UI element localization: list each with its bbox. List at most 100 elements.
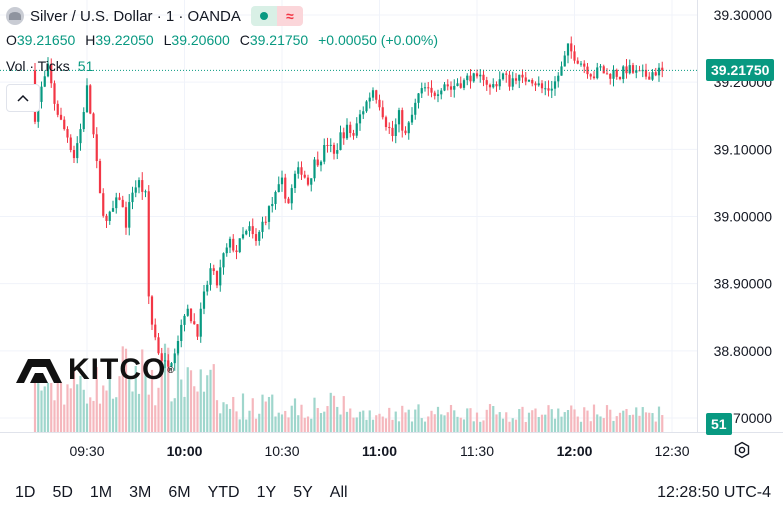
candle-body bbox=[537, 83, 540, 86]
candle-body bbox=[63, 119, 66, 130]
collapse-legend-button[interactable] bbox=[6, 84, 40, 112]
candle-body bbox=[508, 74, 511, 87]
volume-bar bbox=[427, 416, 430, 432]
timeframe-6m[interactable]: 6M bbox=[168, 484, 191, 501]
x-tick-label: 10:00 bbox=[167, 443, 203, 459]
y-tick-label: 39.30000 bbox=[714, 7, 773, 23]
candle-body bbox=[573, 51, 576, 61]
candle-body bbox=[440, 90, 443, 95]
volume-bar bbox=[92, 400, 95, 432]
kitco-logo: KITCO® bbox=[14, 352, 175, 388]
status-pill[interactable]: ≈ bbox=[250, 6, 303, 26]
candle-body bbox=[248, 226, 251, 231]
candle-body bbox=[336, 150, 339, 154]
volume-bar bbox=[212, 364, 215, 432]
candle-body bbox=[85, 85, 89, 113]
volume-bar bbox=[495, 414, 498, 432]
volume-bar bbox=[570, 405, 573, 432]
candle-body bbox=[586, 66, 589, 75]
candle-body bbox=[329, 144, 332, 146]
y-tick-label: 38.80000 bbox=[714, 343, 773, 359]
candle-body bbox=[401, 110, 404, 131]
volume-bar bbox=[485, 409, 488, 432]
candle-body bbox=[495, 84, 498, 87]
volume-bar bbox=[222, 402, 225, 432]
volume-bar bbox=[505, 412, 508, 432]
volume-bar bbox=[625, 408, 628, 432]
candle-body bbox=[397, 110, 401, 125]
timeframe-1m[interactable]: 1M bbox=[89, 484, 113, 501]
candle-body bbox=[368, 97, 371, 102]
timeframe-all[interactable]: All bbox=[329, 484, 348, 501]
candle-body bbox=[427, 87, 430, 89]
candle-body bbox=[332, 144, 336, 154]
candle-body bbox=[534, 83, 537, 86]
symbol-title[interactable]: Silver / U.S. Dollar · 1 · OANDA bbox=[30, 7, 241, 25]
volume-bar bbox=[316, 408, 319, 432]
timeframe-5y[interactable]: 5Y bbox=[293, 484, 313, 501]
wave-icon: ≈ bbox=[276, 6, 303, 26]
candle-body bbox=[544, 88, 547, 90]
timeframe-1y[interactable]: 1Y bbox=[256, 484, 277, 501]
candle-body bbox=[609, 73, 612, 79]
candle-body bbox=[277, 184, 280, 193]
gear-icon[interactable] bbox=[733, 441, 751, 459]
timeframe-1d[interactable]: 1D bbox=[15, 484, 36, 501]
volume-bar bbox=[43, 386, 46, 432]
volume-bar bbox=[453, 410, 456, 432]
volume-bar bbox=[375, 415, 378, 432]
volume-bar bbox=[63, 404, 66, 432]
volume-bar bbox=[492, 405, 495, 432]
candle-body bbox=[456, 83, 459, 86]
candle-body bbox=[449, 86, 453, 90]
volume-bar bbox=[576, 416, 579, 432]
candle-body bbox=[472, 73, 475, 82]
candle-body bbox=[251, 226, 254, 235]
candle-body bbox=[436, 94, 440, 96]
volume-bar bbox=[248, 410, 251, 432]
ohlc-low: L39.20600 bbox=[163, 32, 230, 48]
volume-bar bbox=[404, 412, 407, 432]
candle-body bbox=[362, 111, 365, 115]
volume-bar bbox=[433, 414, 436, 432]
volume-bar bbox=[105, 390, 108, 432]
candle-body bbox=[628, 65, 631, 74]
candle-body bbox=[375, 90, 378, 100]
candle-body bbox=[53, 83, 56, 104]
timeframe-5d[interactable]: 5D bbox=[52, 484, 73, 501]
collapse-chevron-icon bbox=[17, 94, 29, 102]
volume-bar bbox=[163, 343, 167, 432]
volume-bar bbox=[241, 393, 245, 432]
candle-body bbox=[488, 84, 492, 88]
candle-body bbox=[183, 315, 186, 325]
candle-body bbox=[501, 73, 505, 80]
candle-body bbox=[592, 76, 596, 79]
clock-readout[interactable]: 12:28:50 UTC-4 bbox=[657, 484, 771, 501]
candle-body bbox=[443, 84, 446, 91]
volume-bar bbox=[641, 407, 644, 432]
candle-body bbox=[37, 101, 40, 122]
volume-bar bbox=[469, 408, 472, 432]
timeframe-ytd[interactable]: YTD bbox=[207, 484, 240, 501]
timeframe-3m[interactable]: 3M bbox=[129, 484, 152, 501]
x-tick-label: 11:30 bbox=[460, 443, 494, 459]
volume-legend[interactable]: Vol · Ticks 51 bbox=[6, 58, 93, 74]
volume-bar bbox=[609, 409, 612, 432]
volume-bar bbox=[342, 396, 345, 432]
candle-body bbox=[342, 132, 345, 139]
candle-body bbox=[254, 234, 258, 241]
candle-body bbox=[43, 76, 46, 87]
volume-bar bbox=[443, 415, 446, 432]
volume-bar bbox=[326, 406, 329, 432]
volume-bar bbox=[635, 407, 638, 432]
volume-bar bbox=[362, 410, 365, 432]
volume-bar bbox=[648, 412, 651, 432]
volume-bar bbox=[56, 382, 59, 432]
volume-bar bbox=[323, 411, 326, 432]
volume-bar bbox=[339, 414, 342, 432]
volume-bar bbox=[612, 420, 615, 432]
volume-bar bbox=[238, 419, 241, 432]
candle-body bbox=[144, 191, 147, 193]
volume-bar bbox=[147, 394, 150, 432]
